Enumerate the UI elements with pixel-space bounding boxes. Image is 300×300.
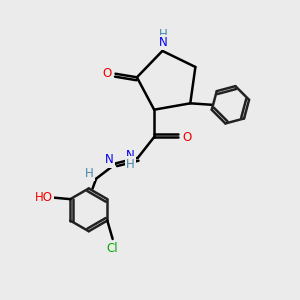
Text: Cl: Cl [107,242,118,255]
Text: H: H [84,167,93,180]
Text: N: N [159,36,167,49]
Text: N: N [126,149,135,162]
Text: O: O [103,67,112,80]
Text: H: H [126,158,135,171]
Text: HO: HO [35,191,53,204]
Text: O: O [182,130,191,143]
Text: H: H [159,28,167,41]
Text: N: N [105,153,113,166]
